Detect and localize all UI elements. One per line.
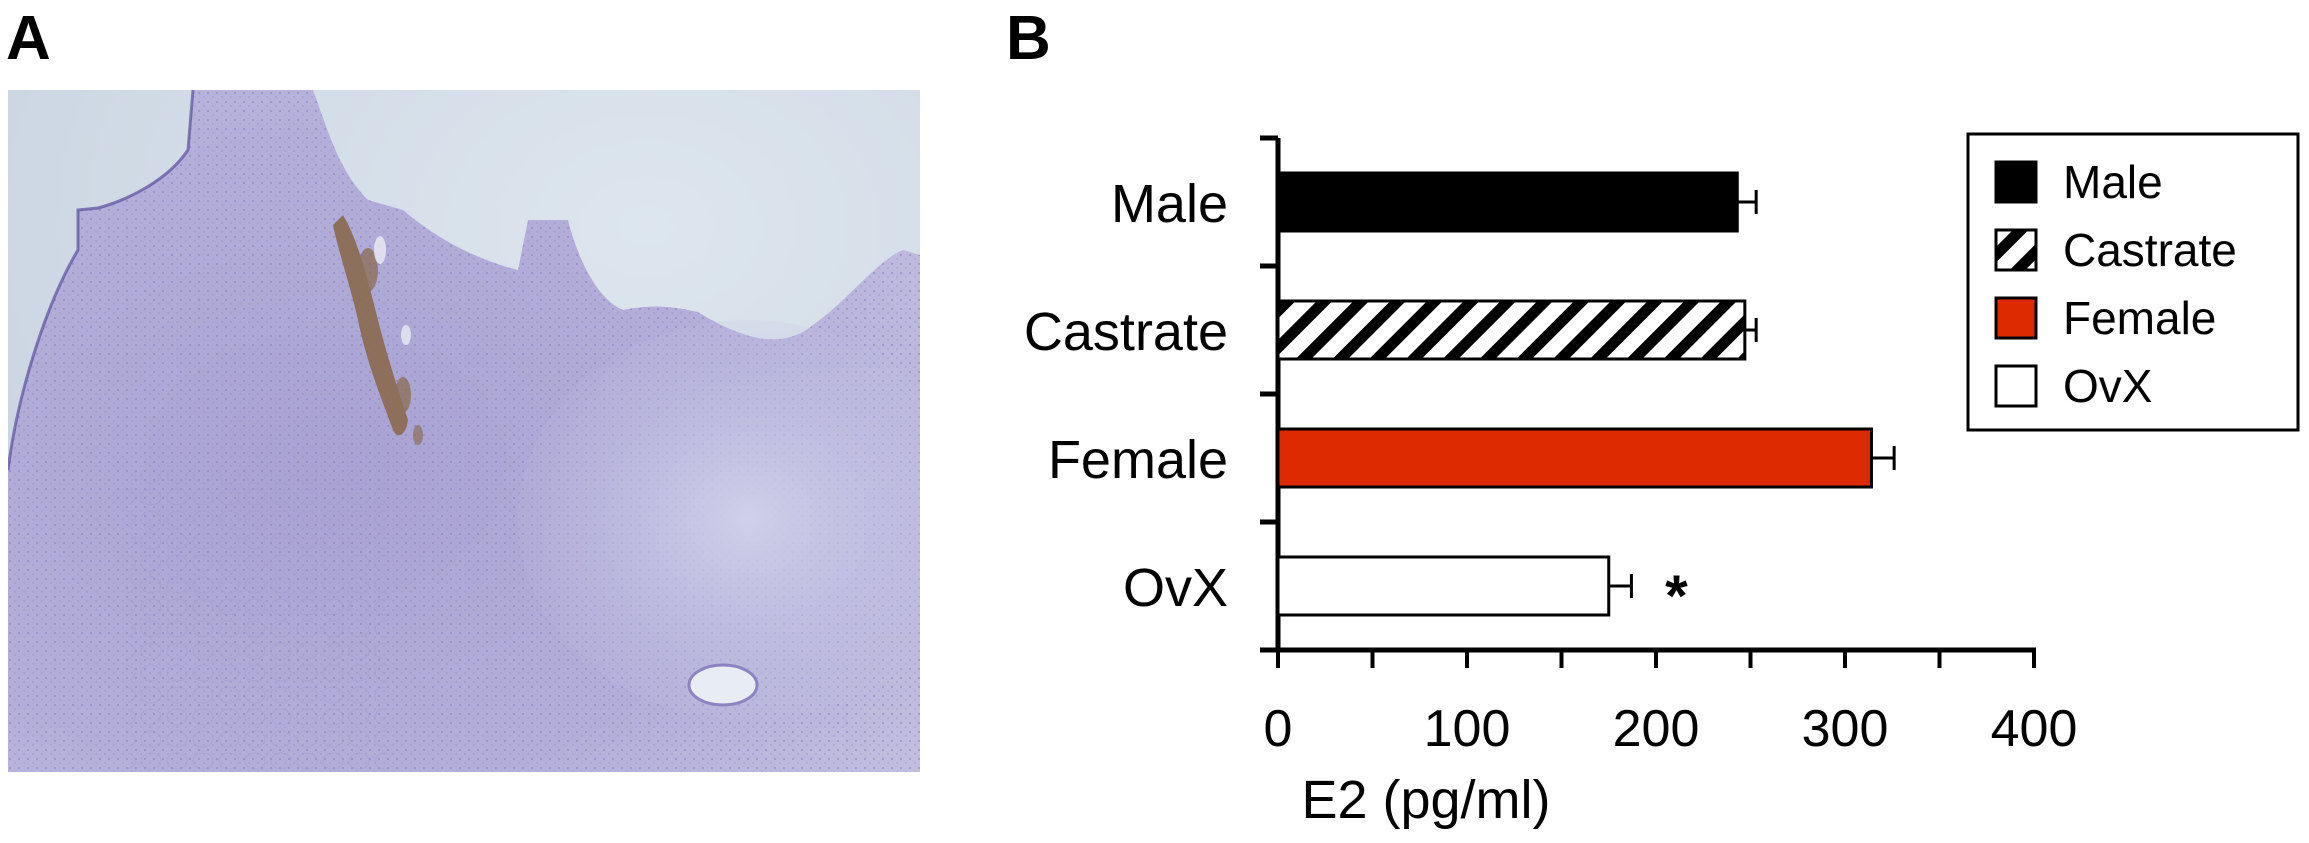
- bar-male: [1276, 171, 1739, 233]
- category-label-ovx: OvX: [1123, 558, 1228, 618]
- legend-label-male: Male: [2063, 156, 2163, 208]
- legend-swatch-female: [1994, 296, 2038, 340]
- panel-a-label: A: [6, 4, 51, 73]
- x-axis-label: E2 (pg/ml): [1301, 770, 1550, 830]
- bar-ovx: [1276, 555, 1611, 617]
- legend-label-castrate: Castrate: [2063, 224, 2237, 276]
- x-tick-label: 300: [1802, 700, 1889, 758]
- x-tick-labels: 0 100 200 300 400: [1264, 700, 2078, 758]
- legend-swatch-male: [1994, 160, 2038, 204]
- bar-castrate: [1276, 299, 1747, 361]
- panel-b-label: B: [1006, 4, 1051, 73]
- x-tick-label: 400: [1991, 700, 2078, 758]
- category-label-female: Female: [1048, 430, 1228, 490]
- legend-label-ovx: OvX: [2063, 360, 2152, 412]
- x-tick-label: 100: [1424, 700, 1511, 758]
- significance-marker: *: [1665, 564, 1688, 629]
- x-tick-label: 200: [1613, 700, 1700, 758]
- bar-female: [1276, 427, 1873, 489]
- category-label-castrate: Castrate: [1024, 302, 1228, 362]
- category-labels: Male Castrate Female OvX: [1024, 174, 1228, 618]
- micrograph-image: [8, 90, 920, 772]
- legend-swatch-castrate: [1994, 228, 2038, 272]
- x-tick-label: 0: [1264, 700, 1293, 758]
- legend: Male Castrate Female OvX: [1966, 132, 2300, 432]
- bars-group: *: [1276, 171, 1896, 629]
- histology-micrograph: [8, 90, 920, 772]
- legend-swatch-ovx: [1994, 364, 2038, 408]
- category-label-male: Male: [1111, 174, 1228, 234]
- legend-label-female: Female: [2063, 292, 2216, 344]
